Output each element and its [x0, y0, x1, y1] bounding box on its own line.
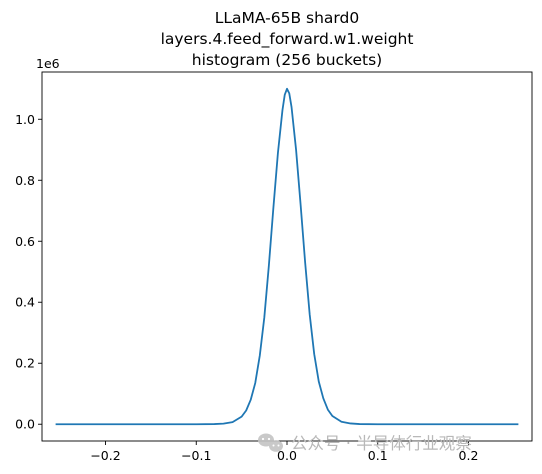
- chart-title: LLaMA-65B shard0 layers.4.feed_forward.w1…: [161, 9, 414, 69]
- title-line-1: layers.4.feed_forward.w1.weight: [161, 30, 414, 49]
- plot-area: [55, 87, 519, 426]
- y-tick-label: 0.8: [15, 173, 35, 188]
- y-axis: 0.0 0.2 0.4 0.6 0.8 1.0: [15, 112, 42, 432]
- watermark: 公众号 · 半导体行业观察: [258, 433, 472, 453]
- series-line-0: [55, 87, 519, 426]
- y-tick-label: 0.6: [15, 234, 35, 249]
- title-line-2: histogram (256 buckets): [192, 51, 382, 69]
- y-tick-label: 0.4: [15, 295, 35, 310]
- watermark-text: 公众号 · 半导体行业观察: [291, 434, 472, 453]
- x-tick-label: −0.1: [181, 448, 211, 463]
- wechat-icon: [258, 433, 283, 452]
- y-axis-offset-label: 1e6: [36, 56, 60, 71]
- y-tick-label: 0.2: [15, 356, 35, 371]
- x-tick-label: 0.1: [368, 448, 388, 463]
- x-tick-label: −0.2: [90, 448, 120, 463]
- x-axis: −0.2 −0.1 0.0 0.1 0.2: [90, 441, 478, 463]
- axes-frame: [41, 71, 533, 442]
- y-tick-label: 1.0: [15, 112, 35, 127]
- y-tick-label: 0.0: [15, 417, 35, 432]
- x-tick-label: 0.0: [277, 448, 297, 463]
- title-line-0: LLaMA-65B shard0: [215, 9, 359, 27]
- x-tick-label: 0.2: [459, 448, 479, 463]
